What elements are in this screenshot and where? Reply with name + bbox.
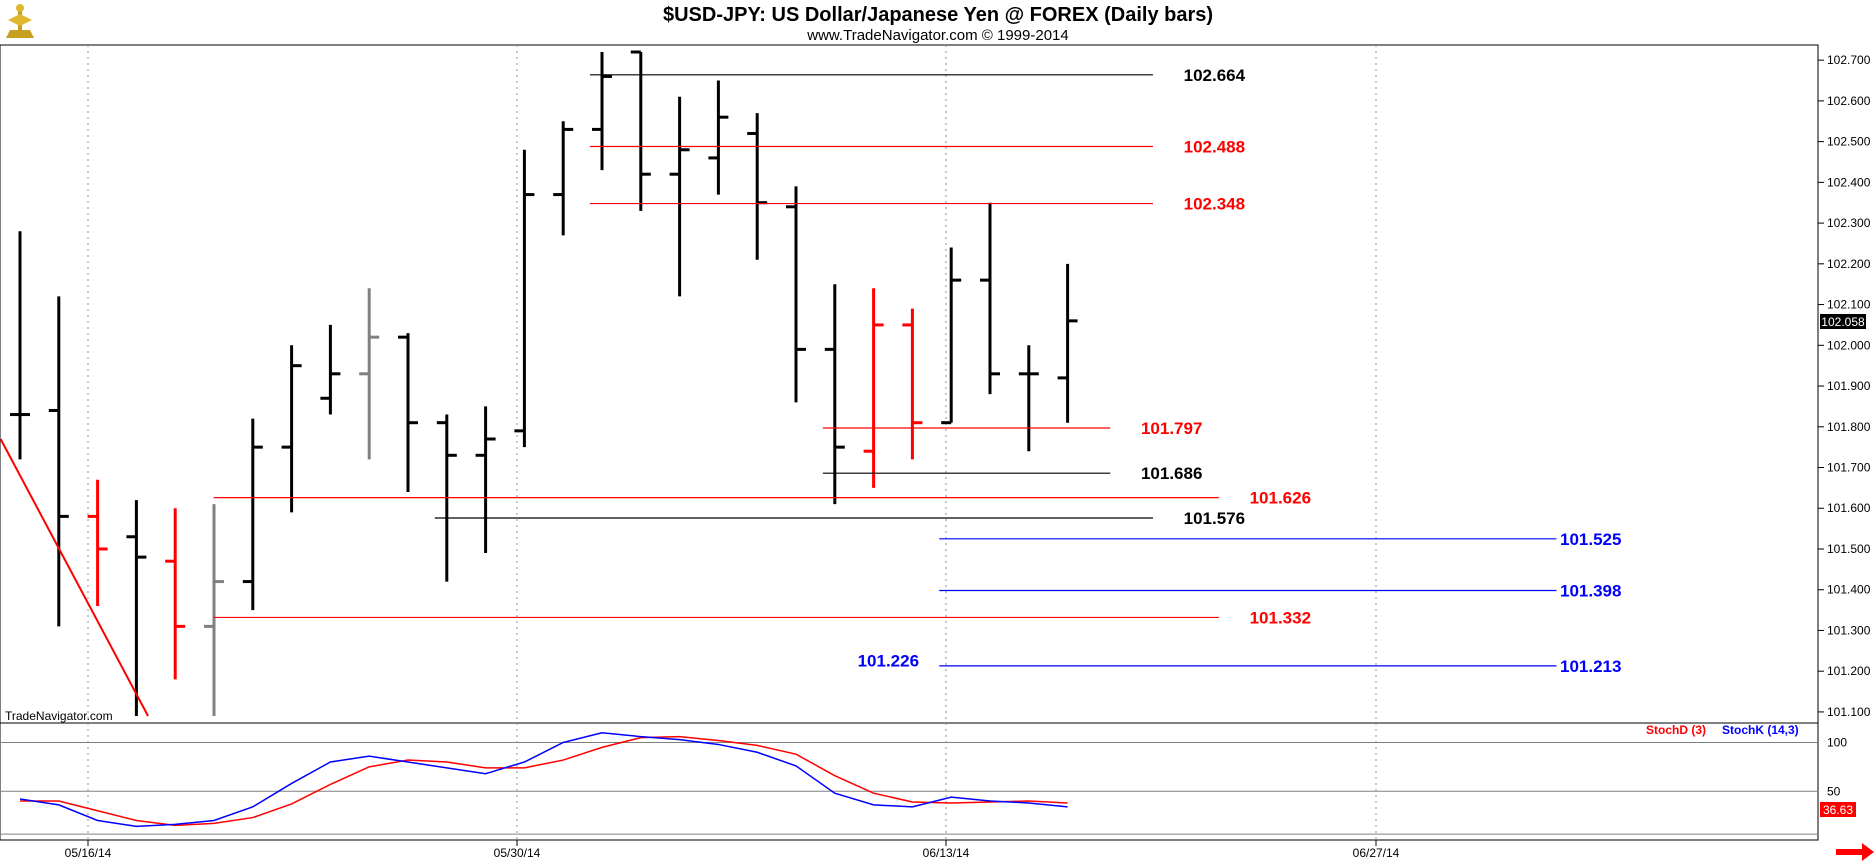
- date-axis: 05/16/14 05/30/14 06/13/14 06/27/14: [65, 840, 1400, 860]
- ohlc-bar: [592, 52, 612, 171]
- level-label: 101.576: [1184, 509, 1245, 528]
- price-tick-label: 101.700: [1827, 461, 1871, 475]
- ohlc-bar: [320, 324, 341, 415]
- level-label: 102.664: [1184, 66, 1246, 85]
- ohlc-bar: [48, 296, 69, 627]
- price-tick-label: 101.200: [1827, 664, 1871, 678]
- ohlc-bar: [708, 80, 729, 195]
- trendline-segment: [0, 438, 149, 717]
- date-tick-label: 05/16/14: [65, 846, 112, 860]
- indicator-pane: [0, 722, 1819, 841]
- stoch-last-value: 36.63: [1823, 803, 1853, 817]
- stochastic-indicator: 100 50 StochD (3) StochK (14,3): [0, 723, 1847, 835]
- ohlc-bar: [786, 186, 806, 403]
- price-tick-label: 101.300: [1827, 623, 1871, 637]
- watermark-text: TradeNavigator.com: [5, 709, 113, 723]
- ohlc-bar: [242, 418, 263, 611]
- ohlc-bar: [747, 113, 768, 260]
- ohlc-bar: [980, 202, 1000, 395]
- level-label: 102.488: [1184, 138, 1245, 157]
- ohlc-bar: [553, 121, 574, 236]
- date-tick-label: 05/30/14: [494, 846, 541, 860]
- price-tick-label: 101.400: [1827, 583, 1871, 597]
- price-tick-label: 101.800: [1827, 420, 1871, 434]
- level-label: 101.525: [1560, 530, 1621, 549]
- last-price-value: 102.058: [1821, 315, 1865, 329]
- trendline: [0, 438, 149, 717]
- stoch-d-line: [20, 735, 1068, 827]
- price-tick-label: 102.600: [1827, 94, 1871, 108]
- price-tick-label: 102.400: [1827, 175, 1871, 189]
- chart-title: $USD-JPY: US Dollar/Japanese Yen @ FOREX…: [663, 4, 1213, 26]
- ohlc-bar: [165, 508, 186, 680]
- ohlc-bar: [87, 479, 108, 607]
- ohlc-bar: [204, 504, 224, 716]
- stoch-legend-label: StochD (3): [1646, 723, 1706, 737]
- ohlc-bar: [514, 149, 535, 448]
- last-price-tag: [1820, 314, 1866, 329]
- date-gridlines: [87, 45, 1377, 840]
- ohlc-bar: [10, 231, 30, 460]
- scroll-right-arrow-icon[interactable]: [1836, 843, 1874, 861]
- price-tick-label: 102.100: [1827, 298, 1871, 312]
- ohlc-bar: [669, 96, 690, 297]
- date-tick-label: 06/13/14: [923, 846, 970, 860]
- stoch-tick-label: 50: [1827, 784, 1841, 798]
- ohlc-bar: [902, 308, 923, 460]
- ohlc-bar: [126, 500, 147, 716]
- level-label: 101.332: [1250, 608, 1311, 627]
- level-label: 101.213: [1560, 657, 1621, 676]
- price-tick-label: 101.600: [1827, 501, 1871, 515]
- stoch-legend-label: StochK (14,3): [1722, 723, 1799, 737]
- ohlc-bar: [824, 284, 845, 505]
- stoch-tick-label: 100: [1827, 736, 1847, 750]
- level-label: 101.686: [1141, 464, 1202, 483]
- price-tick-label: 102.700: [1827, 53, 1871, 67]
- date-tick-label: 06/27/14: [1353, 846, 1400, 860]
- support-resistance-levels: 102.664 102.488 102.348 101.797 101.686 101.6…: [213, 66, 1621, 676]
- level-label: 102.348: [1184, 195, 1245, 214]
- stoch-last-value-tag: [1820, 802, 1856, 817]
- price-tick-label: 102.300: [1827, 216, 1871, 230]
- price-axis: 102.700 102.600 102.500 102.400 102.300 102.2…: [1818, 53, 1871, 719]
- price-tick-label: 101.100: [1827, 705, 1871, 719]
- ohlc-bar: [281, 345, 302, 513]
- level-label: 101.398: [1560, 582, 1621, 601]
- chart-subtitle: www.TradeNavigator.com © 1999-2014: [806, 27, 1068, 44]
- ohlc-bar: [1057, 263, 1078, 423]
- ohlc-bar: [359, 288, 380, 460]
- ohlc-bar: [863, 288, 884, 488]
- ohlc-bar: [1018, 345, 1039, 452]
- ohlc-bars: [10, 50, 1078, 716]
- ohlc-bar: [941, 247, 962, 425]
- level-label: 101.226: [858, 652, 919, 671]
- price-tick-label: 102.200: [1827, 257, 1871, 271]
- level-label: 101.626: [1250, 489, 1311, 508]
- tradenavigator-logo-icon: [6, 4, 34, 38]
- price-tick-label: 102.000: [1827, 338, 1871, 352]
- level-label: 101.797: [1141, 419, 1202, 438]
- stoch-k-line: [19, 731, 1068, 828]
- ohlc-bar: [630, 50, 651, 211]
- price-tick-label: 101.900: [1827, 379, 1871, 393]
- price-tick-label: 101.500: [1827, 542, 1871, 556]
- ohlc-bar: [398, 333, 418, 492]
- price-tick-label: 102.500: [1827, 135, 1871, 149]
- ohlc-bar: [475, 406, 496, 554]
